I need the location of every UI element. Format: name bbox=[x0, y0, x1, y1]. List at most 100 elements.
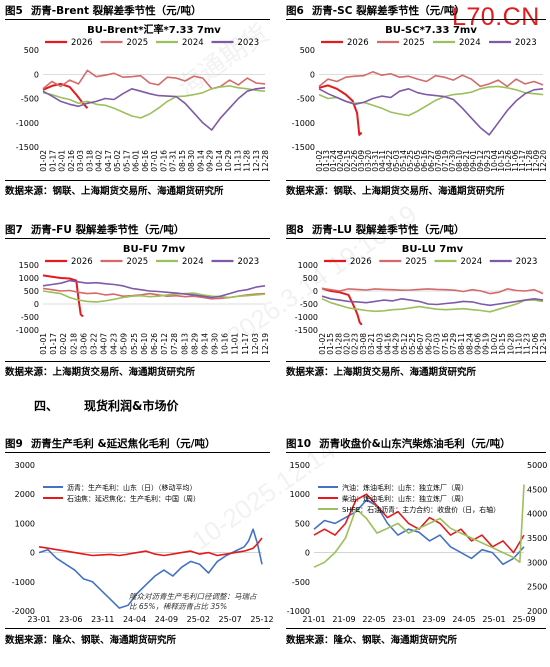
x-tick-label: 07-08 bbox=[434, 150, 443, 172]
fig10-num: 图10 bbox=[286, 438, 312, 450]
x-tick-label: 10-14 bbox=[215, 150, 224, 172]
y-tick-label: -1000 bbox=[292, 119, 315, 128]
x-tick-label: 06-20 bbox=[424, 333, 433, 355]
x-tick-label: 23-06 bbox=[59, 615, 82, 624]
x-tick-label: 08-11 bbox=[457, 333, 466, 355]
fig9-source: 数据来源：隆众、钢联、海通期货研究所 bbox=[5, 635, 177, 646]
series-line-2026 bbox=[321, 287, 363, 326]
x-tick-label: 06-27 bbox=[427, 150, 436, 172]
y-tick-label: 500 bbox=[295, 519, 310, 528]
y-tick-label: 3000 bbox=[15, 461, 35, 470]
x-tick-label: 12-13 bbox=[252, 150, 261, 172]
x-tick-label: 05-12 bbox=[400, 333, 409, 355]
x-tick-label: 06-10 bbox=[140, 333, 149, 355]
y-tick-label: -500 bbox=[300, 300, 318, 309]
x-tick-label: 08-13 bbox=[180, 333, 189, 355]
x-tick-label: 10-28 bbox=[506, 333, 515, 355]
fig10-chart: 150010005000-500-10005000450040003500300… bbox=[287, 461, 548, 624]
x-tick-label: 07-16 bbox=[159, 150, 168, 172]
x-tick-label: 24-09 bbox=[155, 615, 178, 624]
x-tick-label: 02-26 bbox=[350, 150, 359, 172]
legend-label: 2023 bbox=[238, 257, 260, 267]
legend-label: 2023 bbox=[238, 38, 260, 48]
x-tick-label: 11-23 bbox=[523, 333, 532, 355]
divider bbox=[5, 238, 270, 240]
x-tick-label: 04-29 bbox=[392, 333, 401, 355]
x-tick-label: 08-24 bbox=[465, 333, 474, 355]
x-tick-label: 25-01 bbox=[482, 615, 505, 624]
fig9-num: 图9 bbox=[5, 438, 23, 450]
fig7-num: 图7 bbox=[5, 224, 23, 236]
x-tick-label: 01-02 bbox=[39, 150, 48, 172]
x-tick-label: 12-20 bbox=[539, 150, 548, 172]
y-tick-label: -1000 bbox=[12, 578, 35, 587]
x-tick-label: 25-07 bbox=[219, 615, 242, 624]
series-line-2023 bbox=[42, 87, 266, 131]
fig9-title: 图9 沥青生产毛利 &延迟焦化毛利（元/吨） bbox=[5, 436, 215, 451]
y2-tick-label: 3000 bbox=[527, 558, 547, 567]
y-tick-label: 1000 bbox=[290, 490, 310, 499]
x-tick-label: 01-13 bbox=[322, 150, 331, 172]
chart-annotation: 比 65%，稀释沥青占比 35% bbox=[129, 602, 227, 611]
fig7-title-text: 沥青-FU 裂解差季节性（元/吨） bbox=[30, 224, 185, 236]
x-tick-label: 08-30 bbox=[187, 150, 196, 172]
x-tick-label: 23-01 bbox=[27, 615, 50, 624]
x-tick-label: 07-31 bbox=[169, 150, 178, 172]
section-title: 现货利润&市场价 bbox=[84, 399, 179, 413]
y2-tick-label: 3500 bbox=[527, 534, 547, 543]
x-tick-label: 05-03 bbox=[392, 150, 401, 172]
divider bbox=[286, 452, 546, 454]
x-tick-label: 03-21 bbox=[367, 333, 376, 355]
divider bbox=[5, 19, 270, 21]
x-tick-label: 01-15 bbox=[326, 333, 335, 355]
legend-label: 2026 bbox=[71, 257, 93, 267]
y-tick-label: 1000 bbox=[15, 519, 35, 528]
divider bbox=[286, 19, 546, 21]
x-tick-label: 08-21 bbox=[462, 150, 471, 172]
x-tick-label: 23-01 bbox=[392, 615, 415, 624]
x-tick-label: 07-03 bbox=[433, 333, 442, 355]
x-tick-label: 05-25 bbox=[406, 150, 415, 172]
x-tick-label: 04-16 bbox=[383, 333, 392, 355]
series-line-2025 bbox=[42, 69, 266, 90]
x-tick-label: 24-05 bbox=[452, 615, 475, 624]
x-tick-label: 09-12 bbox=[476, 150, 485, 172]
x-tick-label: 07-19 bbox=[441, 150, 450, 172]
series-line-2023 bbox=[321, 295, 544, 307]
y-tick-label: 0 bbox=[305, 549, 310, 558]
y-tick-label: -1500 bbox=[292, 143, 315, 152]
y-tick-label: 0 bbox=[34, 70, 39, 79]
y2-tick-label: 5000 bbox=[527, 461, 547, 470]
x-tick-label: 21-09 bbox=[332, 615, 355, 624]
y-tick-label: -1000 bbox=[287, 607, 310, 616]
x-tick-label: 02-18 bbox=[69, 333, 78, 355]
y-tick-label: -500 bbox=[297, 95, 315, 104]
x-tick-label: 25-02 bbox=[187, 615, 210, 624]
x-tick-label: 10-26 bbox=[504, 150, 513, 172]
x-tick-label: 24-04 bbox=[123, 615, 146, 624]
series-line-2026 bbox=[42, 274, 84, 318]
y-tick-label: 500 bbox=[303, 274, 318, 283]
x-tick-label: 12-03 bbox=[251, 333, 260, 355]
y2-tick-label: 4000 bbox=[527, 510, 547, 519]
y-tick-label: 0 bbox=[30, 549, 35, 558]
fig10-title: 图10 沥青收盘价&山东汽柴炼油毛利（元/吨） bbox=[286, 436, 511, 451]
x-tick-label: 03-20 bbox=[364, 150, 373, 172]
x-tick-label: 08-10 bbox=[455, 150, 464, 172]
fig6-chart: BU-SC*7.33 7mv5000-500-1000-150001-0201-… bbox=[292, 25, 548, 172]
x-tick-label: 08-29 bbox=[190, 333, 199, 355]
fig8-title-text: 沥青-LU 裂解差季节性（元/吨） bbox=[311, 224, 465, 236]
y-tick-label: 500 bbox=[300, 46, 315, 55]
x-tick-label: 05-14 bbox=[399, 150, 408, 172]
divider bbox=[286, 361, 546, 363]
y2-tick-label: 2500 bbox=[527, 583, 547, 592]
x-tick-label: 23-11 bbox=[91, 615, 114, 624]
x-tick-label: 09-06 bbox=[474, 333, 483, 355]
series-line-石油焦：延迟焦化：生产毛利：中国（周） bbox=[38, 537, 263, 557]
x-tick-label: 10-15 bbox=[497, 150, 506, 172]
y-tick-label: 500 bbox=[24, 287, 39, 296]
x-tick-label: 11-01 bbox=[231, 333, 240, 355]
series-line-2026 bbox=[42, 82, 89, 109]
series-line-2024 bbox=[321, 298, 544, 313]
